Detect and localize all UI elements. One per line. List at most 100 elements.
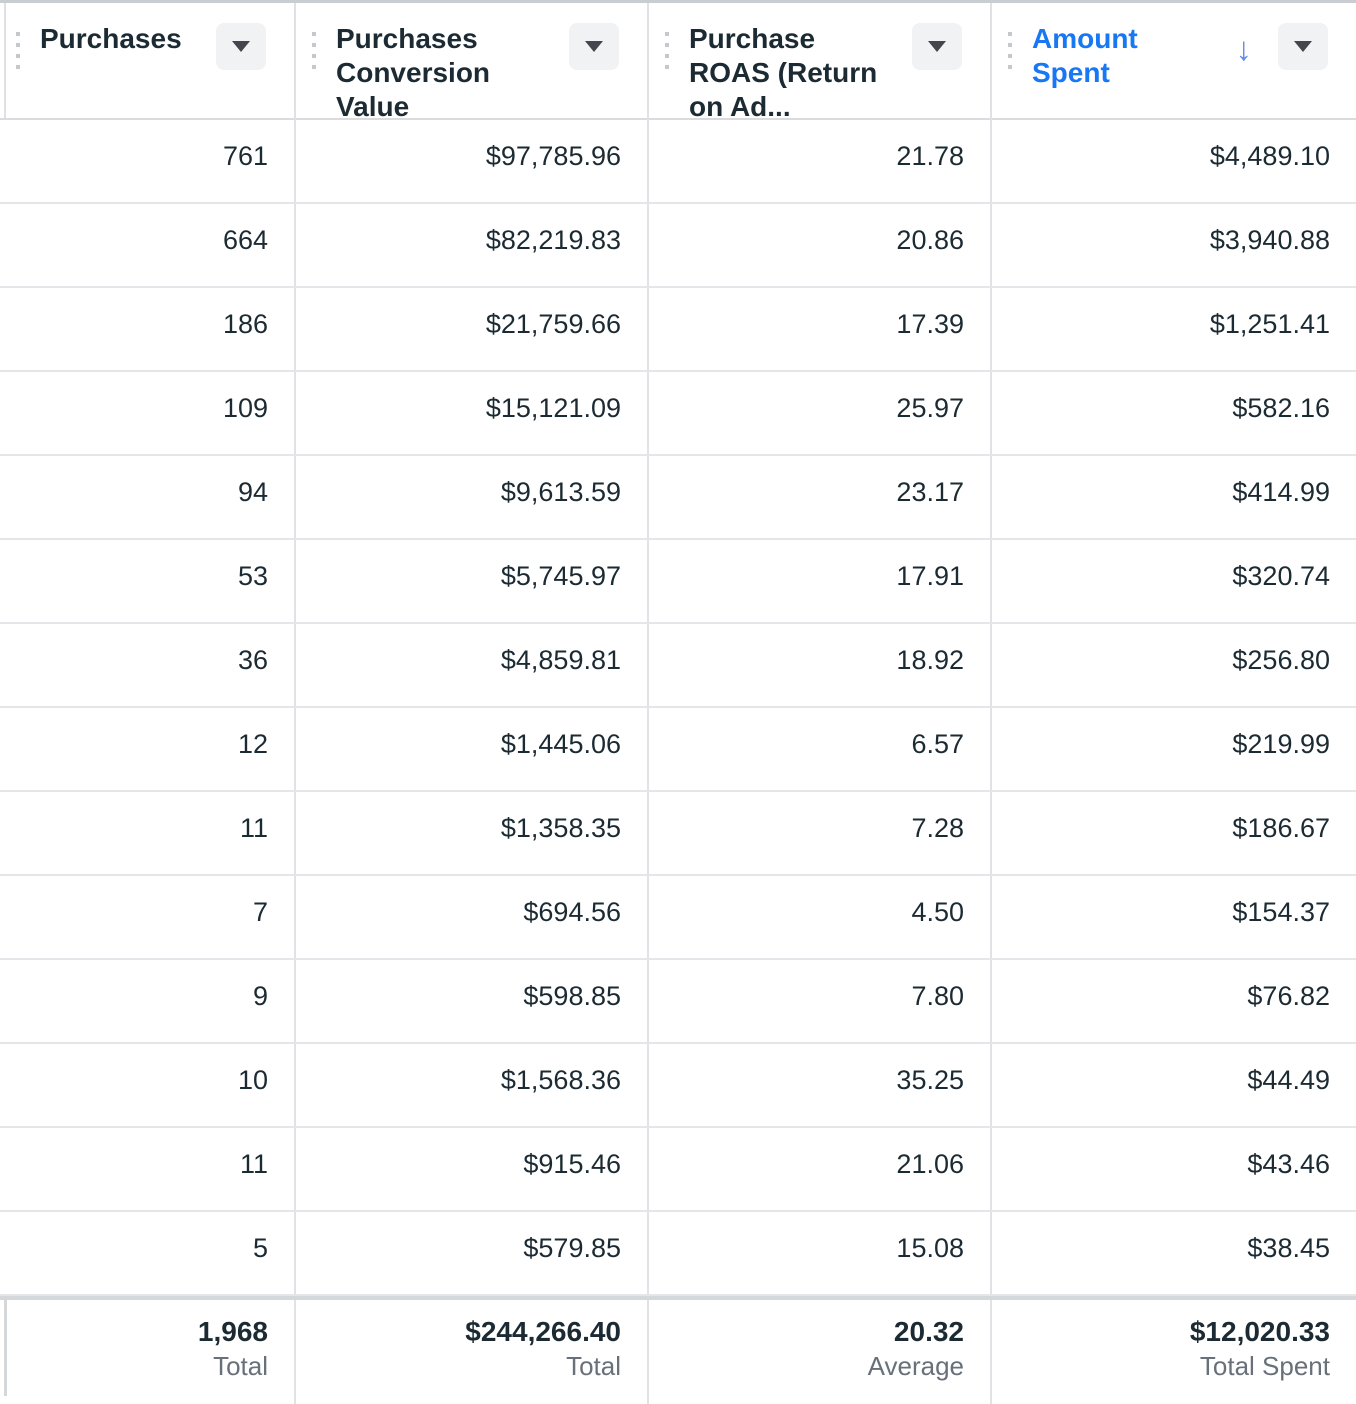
caret-down-icon xyxy=(232,41,250,52)
cell-amount-spent: $43.46 xyxy=(1247,1149,1330,1179)
cell-amount-spent: $44.49 xyxy=(1247,1065,1330,1095)
cell-amount-spent: $582.16 xyxy=(1232,393,1330,423)
caret-down-icon xyxy=(928,41,946,52)
cell-amount-spent: $186.67 xyxy=(1232,813,1330,843)
cell-amount-spent: $256.80 xyxy=(1232,645,1330,675)
cell-purchase-roas: 15.08 xyxy=(649,1212,992,1294)
table-body: 761 $97,785.96 21.78 $4,489.10 664 $82,219.83… xyxy=(0,120,1356,1296)
column-header-label: Amount Spent xyxy=(1032,23,1138,88)
cell-purchase-roas: 4.50 xyxy=(649,876,992,958)
footer-cell-purchases: 1,968 Total xyxy=(0,1300,296,1404)
cell-purchase-roas: 18.92 xyxy=(649,624,992,706)
drag-handle-icon[interactable] xyxy=(16,32,20,69)
column-header-purchases[interactable]: Purchases xyxy=(0,3,296,124)
cell-purchases: 664 xyxy=(0,204,296,286)
table-row: 11 $915.46 21.06 $43.46 xyxy=(0,1128,1356,1212)
cell-purchases-conversion-value: $915.46 xyxy=(296,1128,649,1210)
footer-total-spent-value: $12,020.33 xyxy=(1189,1316,1330,1347)
drag-handle-icon[interactable] xyxy=(312,32,316,69)
cell-amount-spent: $4,489.10 xyxy=(1209,141,1330,171)
cell-purchases-conversion-value: $82,219.83 xyxy=(296,204,649,286)
cell-purchases-conversion-value: $21,759.66 xyxy=(296,288,649,370)
table-header-row: Purchases Purchases Conversion Value Pur… xyxy=(0,3,1356,124)
footer-cell-purchase-roas: 20.32 Average xyxy=(649,1300,992,1404)
cell-purchases: 10 xyxy=(0,1044,296,1126)
footer-total-label: Total xyxy=(566,1351,621,1381)
drag-handle-icon[interactable] xyxy=(1008,32,1012,69)
cell-purchases: 5 xyxy=(0,1212,296,1294)
cell-purchase-roas: 17.39 xyxy=(649,288,992,370)
column-menu-button[interactable] xyxy=(569,23,619,70)
cell-purchase-roas: 21.06 xyxy=(649,1128,992,1210)
cell-purchase-roas: 7.28 xyxy=(649,792,992,874)
cell-purchase-roas: 25.97 xyxy=(649,372,992,454)
cell-purchases-conversion-value: $97,785.96 xyxy=(296,120,649,202)
cell-purchase-roas: 35.25 xyxy=(649,1044,992,1126)
cell-purchase-roas: 21.78 xyxy=(649,120,992,202)
sort-descending-icon: ↓ xyxy=(1235,30,1253,67)
caret-down-icon xyxy=(1294,41,1312,52)
cell-purchases-conversion-value: $5,745.97 xyxy=(296,540,649,622)
column-header-purchase-roas[interactable]: Purchase ROAS (Return on Ad... xyxy=(649,3,992,124)
table-row: 36 $4,859.81 18.92 $256.80 xyxy=(0,624,1356,708)
column-header-purchases-conversion-value[interactable]: Purchases Conversion Value xyxy=(296,3,649,124)
cell-purchase-roas: 17.91 xyxy=(649,540,992,622)
footer-average-value: 20.32 xyxy=(893,1316,964,1347)
cell-purchases-conversion-value: $694.56 xyxy=(296,876,649,958)
cell-amount-spent: $154.37 xyxy=(1232,897,1330,927)
column-header-label: Purchases Conversion Value xyxy=(336,23,491,122)
column-header-label: Purchase ROAS (Return on Ad... xyxy=(689,23,878,122)
table-row: 664 $82,219.83 20.86 $3,940.88 xyxy=(0,204,1356,288)
table-row: 11 $1,358.35 7.28 $186.67 xyxy=(0,792,1356,876)
table-row: 7 $694.56 4.50 $154.37 xyxy=(0,876,1356,960)
table-footer-row: 1,968 Total $244,266.40 Total 20.32 Aver… xyxy=(0,1296,1356,1404)
cell-purchases-conversion-value: $598.85 xyxy=(296,960,649,1042)
column-menu-button[interactable] xyxy=(216,23,266,70)
drag-handle-icon[interactable] xyxy=(665,32,669,69)
column-menu-button[interactable] xyxy=(912,23,962,70)
cell-purchases-conversion-value: $4,859.81 xyxy=(296,624,649,706)
cell-purchases: 12 xyxy=(0,708,296,790)
cell-purchases: 36 xyxy=(0,624,296,706)
cell-amount-spent: $320.74 xyxy=(1232,561,1330,591)
cell-purchase-roas: 7.80 xyxy=(649,960,992,1042)
table-row: 5 $579.85 15.08 $38.45 xyxy=(0,1212,1356,1296)
cell-purchase-roas: 20.86 xyxy=(649,204,992,286)
cell-amount-spent: $1,251.41 xyxy=(1209,309,1330,339)
cell-amount-spent: $38.45 xyxy=(1247,1233,1330,1263)
column-header-amount-spent[interactable]: Amount Spent ↓ xyxy=(992,3,1356,124)
cell-purchases-conversion-value: $9,613.59 xyxy=(296,456,649,538)
cell-purchases: 53 xyxy=(0,540,296,622)
table-row: 12 $1,445.06 6.57 $219.99 xyxy=(0,708,1356,792)
cell-purchases: 11 xyxy=(0,1128,296,1210)
cell-purchases: 761 xyxy=(0,120,296,202)
cell-purchase-roas: 23.17 xyxy=(649,456,992,538)
cell-purchases: 11 xyxy=(0,792,296,874)
footer-total-value: 1,968 xyxy=(197,1316,268,1347)
cell-amount-spent: $3,940.88 xyxy=(1209,225,1330,255)
table-row: 10 $1,568.36 35.25 $44.49 xyxy=(0,1044,1356,1128)
column-menu-button[interactable] xyxy=(1278,23,1328,70)
cell-purchases: 7 xyxy=(0,876,296,958)
cell-purchases: 186 xyxy=(0,288,296,370)
table-row: 9 $598.85 7.80 $76.82 xyxy=(0,960,1356,1044)
footer-total-spent-label: Total Spent xyxy=(1199,1351,1330,1381)
caret-down-icon xyxy=(585,41,603,52)
cell-purchases-conversion-value: $1,445.06 xyxy=(296,708,649,790)
cell-purchases-conversion-value: $1,358.35 xyxy=(296,792,649,874)
cell-purchases: 94 xyxy=(0,456,296,538)
cell-amount-spent: $414.99 xyxy=(1232,477,1330,507)
column-header-label: Purchases xyxy=(40,23,182,54)
table-row: 761 $97,785.96 21.78 $4,489.10 xyxy=(0,120,1356,204)
table-row: 94 $9,613.59 23.17 $414.99 xyxy=(0,456,1356,540)
cell-purchases: 109 xyxy=(0,372,296,454)
table-row: 186 $21,759.66 17.39 $1,251.41 xyxy=(0,288,1356,372)
cell-purchases-conversion-value: $579.85 xyxy=(296,1212,649,1294)
table-row: 109 $15,121.09 25.97 $582.16 xyxy=(0,372,1356,456)
footer-cell-purchases-conversion-value: $244,266.40 Total xyxy=(296,1300,649,1404)
cell-purchase-roas: 6.57 xyxy=(649,708,992,790)
footer-cell-amount-spent: $12,020.33 Total Spent xyxy=(992,1300,1356,1404)
table-row: 53 $5,745.97 17.91 $320.74 xyxy=(0,540,1356,624)
footer-total-label: Total xyxy=(213,1351,268,1381)
